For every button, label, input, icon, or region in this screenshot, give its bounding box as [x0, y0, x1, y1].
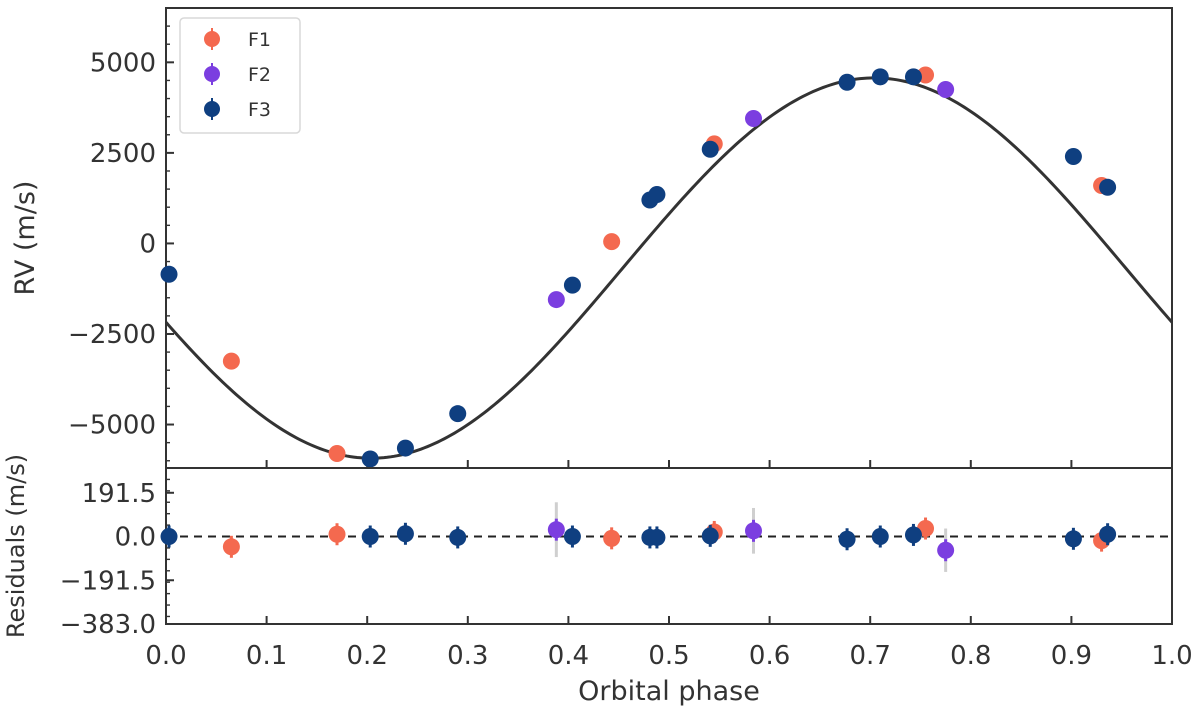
legend-f2-label: F2 — [248, 64, 271, 86]
res-y-tick-label-3: −383.0 — [60, 610, 156, 640]
res-point-f2-0 — [547, 521, 565, 539]
rv-point-f3-7 — [701, 140, 719, 158]
res-point-f1-0 — [222, 538, 240, 556]
res-y-tick-label-0: 191.5 — [82, 479, 156, 509]
rv-points — [160, 66, 1117, 468]
res-point-f3-8 — [838, 530, 856, 548]
legend-f1-marker — [204, 31, 220, 47]
rv-y-tick-label-1: 2500 — [90, 139, 156, 169]
residual-x-ticks — [165, 616, 1173, 624]
res-point-f2-2 — [937, 541, 955, 559]
rv-point-f3-12 — [1099, 178, 1117, 196]
res-point-f3-3 — [449, 528, 467, 546]
rv-panel: 5000 2500 0 −2500 −5000 RV (m/s) — [10, 7, 1174, 469]
res-point-f3-0 — [160, 528, 178, 546]
rv-point-f1-2 — [603, 233, 621, 251]
x-axis-label: Orbital phase — [578, 676, 760, 707]
legend-item-f2: F2 — [204, 63, 271, 86]
res-y-tick-label-2: −191.5 — [60, 566, 156, 596]
rv-point-f2-0 — [547, 291, 565, 309]
rv-point-f3-10 — [904, 68, 922, 86]
legend-f2-marker — [204, 66, 220, 82]
res-point-f3-1 — [361, 528, 379, 546]
res-point-f3-7 — [701, 527, 719, 545]
residual-y-axis-label: Residuals (m/s) — [2, 454, 30, 638]
x-tick-label-3: 0.3 — [447, 641, 488, 671]
x-tick-label-8: 0.8 — [950, 641, 991, 671]
rv-y-tick-label-3: −2500 — [68, 320, 156, 350]
rv-point-f3-6 — [648, 186, 666, 204]
legend-item-f3: F3 — [204, 98, 271, 121]
x-tick-label-4: 0.4 — [548, 641, 589, 671]
legend-box — [179, 17, 301, 134]
residual-y-ticks: 191.5 0.0 −191.5 −383.0 — [60, 467, 174, 640]
x-tick-label-1: 0.1 — [246, 641, 287, 671]
res-point-f3-9 — [871, 528, 889, 546]
res-point-f1-2 — [603, 529, 621, 547]
res-point-f3-6 — [648, 528, 666, 546]
res-point-f2-1 — [745, 522, 763, 540]
x-tick-label-2: 0.2 — [347, 641, 388, 671]
residual-points — [160, 502, 1117, 572]
rv-point-f3-0 — [160, 265, 178, 283]
rv-point-f3-2 — [396, 439, 414, 457]
residual-panel-frame — [165, 467, 1173, 625]
rv-y-tick-label-2: 0 — [139, 229, 156, 259]
x-tick-label-0: 0.0 — [145, 641, 186, 671]
res-point-f3-10 — [904, 526, 922, 544]
x-tick-label-5: 0.5 — [648, 641, 689, 671]
rv-y-axis-label: RV (m/s) — [10, 181, 41, 296]
x-tick-label-6: 0.6 — [749, 641, 790, 671]
x-tick-label-10: 1.0 — [1151, 641, 1192, 671]
rv-y-tick-label-0: 5000 — [90, 48, 156, 78]
rv-point-f3-4 — [563, 276, 581, 294]
legend-f3-label: F3 — [248, 99, 271, 121]
rv-point-f3-11 — [1064, 148, 1082, 166]
x-tick-label-7: 0.7 — [850, 641, 891, 671]
rv-point-f3-8 — [838, 73, 856, 91]
res-y-tick-label-1: 0.0 — [115, 523, 156, 553]
residual-panel: 191.5 0.0 −191.5 −383.0 Residuals (m/s) — [2, 454, 1173, 640]
legend-f1-label: F1 — [248, 29, 271, 51]
rv-panel-frame — [165, 7, 1173, 469]
rv-point-f3-9 — [871, 68, 889, 86]
legend: F1 F2 F3 — [179, 17, 301, 134]
res-point-f3-12 — [1099, 525, 1117, 543]
legend-f3-marker — [204, 101, 220, 117]
res-point-f3-4 — [563, 528, 581, 546]
legend-item-f1: F1 — [204, 28, 271, 51]
rv-point-f2-2 — [937, 80, 955, 98]
rv-point-f2-1 — [745, 109, 763, 127]
rv-point-f1-0 — [222, 352, 240, 370]
res-point-f3-11 — [1064, 530, 1082, 548]
rv-point-f3-3 — [449, 405, 467, 423]
rv-y-ticks: 5000 2500 0 −2500 −5000 — [68, 25, 174, 462]
x-axis-tick-labels: 0.0 0.1 0.2 0.3 0.4 0.5 0.6 0.7 0.8 0.9 1.0 — [145, 641, 1192, 671]
res-point-f3-2 — [396, 525, 414, 543]
x-tick-label-9: 0.9 — [1051, 641, 1092, 671]
rv-y-tick-label-4: −5000 — [68, 411, 156, 441]
res-point-f1-1 — [328, 525, 346, 543]
rv-point-f3-1 — [361, 450, 379, 468]
rv-point-f1-1 — [328, 445, 346, 463]
